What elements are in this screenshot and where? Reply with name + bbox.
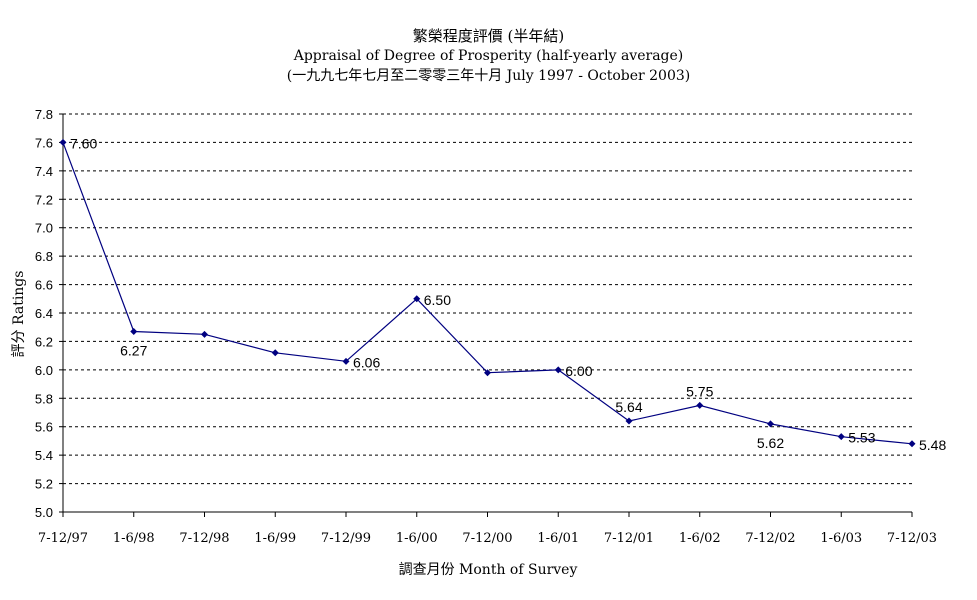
y-tick-labels: 5.0 5.2 5.4 5.6 5.8 6.0 6.2 6.4 6.6 6.8 7.0 7.2 7.4 7… [35, 107, 53, 520]
data-label: 6.27 [120, 342, 147, 358]
data-point [201, 330, 208, 338]
data-label: 5.64 [615, 399, 642, 415]
data-point [413, 295, 421, 303]
y-tick-label: 6.4 [35, 306, 53, 321]
x-tick-label: 7-12/99 [321, 531, 371, 546]
data-point [908, 440, 916, 448]
x-tick-label: 7-12/97 [38, 531, 88, 546]
data-label: 6.00 [565, 363, 592, 379]
x-tick-label: 7-12/00 [462, 531, 512, 546]
y-tick-label: 5.0 [35, 505, 53, 520]
chart-title-en: Appraisal of Degree of Prosperity (half-… [293, 48, 684, 64]
data-label: 5.53 [848, 430, 875, 446]
x-tick-label: 1-6/00 [396, 531, 438, 546]
y-tick-label: 5.8 [35, 391, 53, 406]
chart-title-zh: 繁榮程度評價 (半年結) [412, 27, 565, 45]
y-tick-label: 6.6 [35, 278, 53, 293]
y-tick-label: 7.2 [35, 192, 53, 207]
data-point [59, 138, 67, 146]
data-labels: 7.60 6.27 6.06 6.50 6.00 5.64 5.75 5.62 5.53 5.48 [70, 135, 946, 452]
x-axis-title: 調查月份 Month of Survey [399, 562, 578, 578]
x-tick-label: 1-6/02 [679, 531, 721, 546]
data-label: 6.06 [353, 354, 380, 370]
data-point [625, 417, 633, 425]
y-tick-label: 7.0 [35, 221, 53, 236]
x-tick-label: 1-6/03 [820, 531, 862, 546]
x-tick-label: 7-12/98 [179, 531, 229, 546]
x-tick-label: 1-6/98 [113, 531, 155, 546]
x-tick-label: 1-6/01 [537, 531, 579, 546]
y-tick-label: 7.6 [35, 135, 53, 150]
x-tick-label: 1-6/99 [254, 531, 296, 546]
y-axis-title: 評分 Ratings [11, 271, 27, 358]
x-tick-label: 7-12/03 [887, 531, 937, 546]
y-tick-label: 5.6 [35, 420, 53, 435]
data-point [554, 366, 562, 374]
data-point [767, 420, 774, 428]
data-point [342, 357, 350, 365]
y-tick-label: 7.4 [35, 164, 53, 179]
y-tick-label: 6.2 [35, 334, 53, 349]
data-point [271, 349, 279, 357]
data-point [837, 433, 845, 441]
data-label: 6.50 [424, 292, 451, 308]
data-label: 5.48 [919, 437, 946, 453]
data-label: 7.60 [70, 135, 97, 151]
chart-subtitle: (一九九七年七月至二零零三年十月 July 1997 - October 200… [286, 68, 691, 84]
y-tick-label: 5.4 [35, 448, 53, 463]
y-tick-label: 7.8 [35, 107, 53, 122]
x-tick-label: 7-12/01 [604, 531, 654, 546]
data-label: 5.75 [686, 383, 713, 399]
x-tick-label: 7-12/02 [745, 531, 795, 546]
axes [59, 113, 913, 517]
y-tick-label: 5.2 [35, 477, 53, 492]
grid-lines [63, 113, 912, 485]
data-points [59, 138, 916, 448]
chart-title-block: 繁榮程度評價 (半年結) Appraisal of Degree of Pros… [0, 26, 977, 86]
data-point [130, 327, 138, 335]
y-tick-label: 6.8 [35, 249, 53, 264]
x-tick-labels: 7-12/97 1-6/98 7-12/98 1-6/99 7-12/99 1-6/00 7… [38, 531, 937, 546]
data-point [484, 369, 491, 377]
y-tick-label: 6.0 [35, 363, 53, 378]
data-point [696, 401, 704, 409]
data-label: 5.62 [757, 435, 784, 451]
